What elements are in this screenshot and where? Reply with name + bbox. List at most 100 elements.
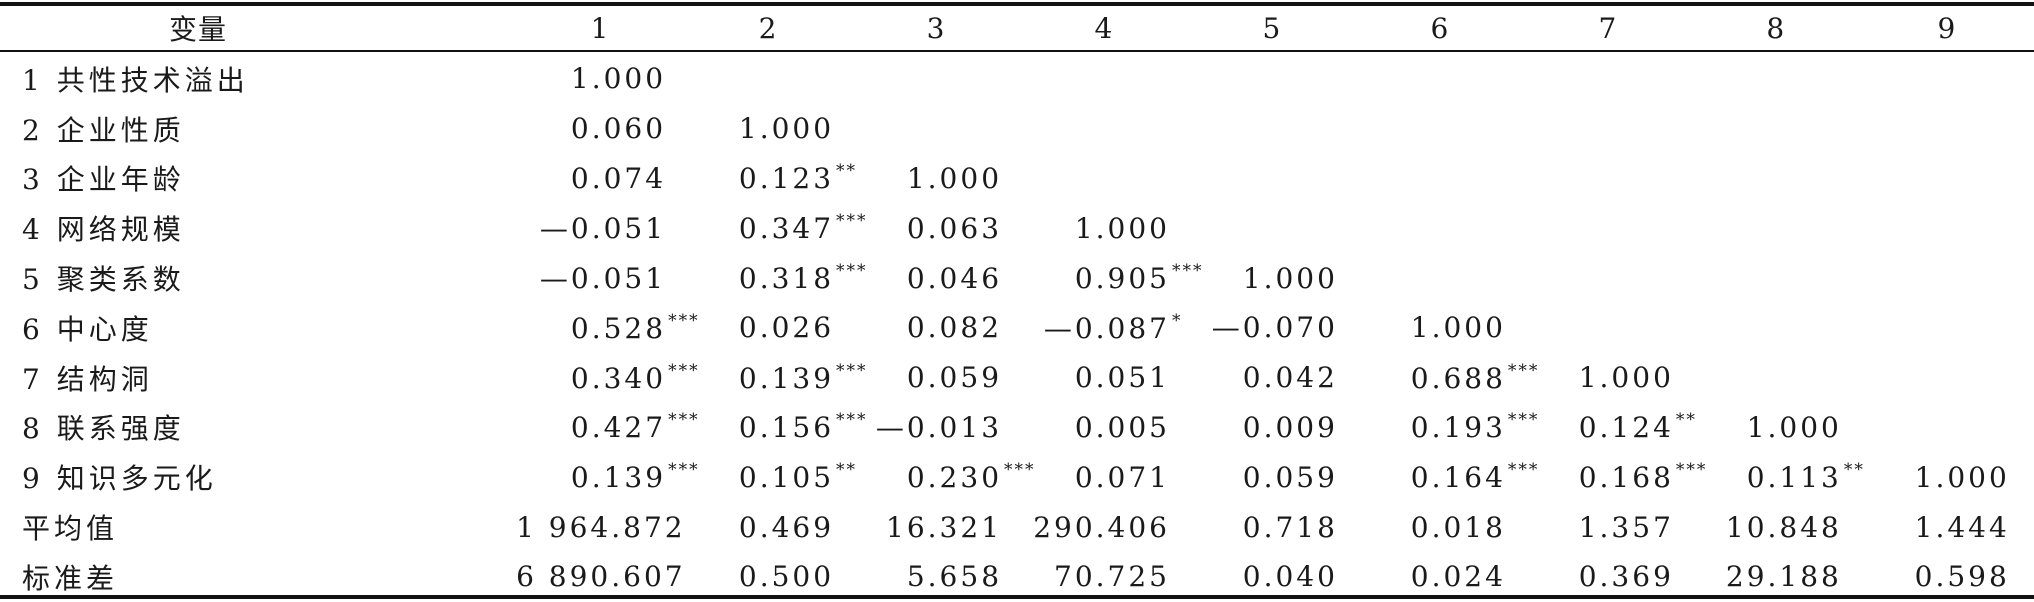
table-cell: 1 964.872: [516, 502, 684, 552]
significance-mark: *: [1171, 310, 1183, 331]
significance-mark: **: [1675, 410, 1697, 431]
table-cell: 1.000: [852, 154, 1020, 204]
cell-value: 0.230: [906, 461, 1003, 495]
table-cell: 0.042: [1188, 353, 1356, 403]
table-row: 8 联系强度 0.427 *** 0.156 *** —0.013 0.005 0.009 0.…: [0, 403, 2034, 453]
cell-value: —0.013: [875, 410, 1003, 444]
cell-value: 0.082: [906, 311, 1003, 345]
table-cell: 0.688 ***: [1356, 353, 1538, 403]
row-label: 9 知识多元化: [22, 462, 217, 496]
cell-value: —0.051: [539, 211, 667, 245]
significance-mark: ***: [836, 211, 868, 232]
cell-value: 0.598: [1914, 560, 2010, 594]
row-label: 1 共性技术溢出: [22, 63, 249, 97]
significance-mark: **: [836, 460, 858, 481]
table-cell: 0.123 **: [684, 154, 855, 204]
cell-value: 0.156: [738, 411, 835, 445]
table-cell: 0.500: [684, 552, 852, 602]
table-cell: [1860, 154, 2034, 204]
significance-mark: **: [836, 161, 858, 182]
table-cell: 16.321: [852, 502, 1020, 552]
table-cell: 0.018: [1356, 502, 1524, 552]
table-cell: 0.063: [852, 203, 1020, 253]
cell-value: 0.528: [570, 311, 667, 345]
table-cell: 0.139 ***: [516, 452, 698, 502]
table-cell: [1860, 303, 2034, 353]
table-cell: 0.340 ***: [516, 353, 698, 403]
cell-value: 1 964.872: [516, 510, 686, 544]
table-cell: 0.105 **: [684, 452, 855, 502]
cell-value: 290.406: [1033, 510, 1170, 544]
table-cell: —0.013: [852, 403, 1020, 453]
cell-value: 0.688: [1410, 361, 1506, 395]
table-cell: [1692, 203, 1860, 253]
table-row: 1 共性技术溢出 1.000: [0, 50, 2034, 104]
table-cell: 5.658: [852, 552, 1020, 602]
cell-value: 0.500: [738, 560, 835, 594]
table-cell: [1524, 50, 1692, 104]
table-row: 2 企业性质 0.060 1.000: [0, 104, 2034, 154]
table-row: 3 企业年龄 0.074 0.123 ** 1.000: [0, 154, 2034, 204]
table-cell: 0.347 ***: [684, 203, 866, 253]
significance-mark: ***: [836, 360, 868, 381]
row-label: 2 企业性质: [22, 113, 185, 147]
row-label: 8 联系强度: [22, 412, 185, 446]
table-cell: 0.046: [852, 253, 1020, 303]
table-cell: [1020, 50, 1188, 104]
significance-mark: ***: [836, 410, 868, 431]
table-cell: 0.139 ***: [684, 353, 866, 403]
cell-value: 0.051: [1074, 361, 1170, 395]
cell-value: 0.123: [738, 162, 835, 196]
table-row: 4 网络规模 —0.051 0.347 *** 0.063 1.000: [0, 203, 2034, 253]
table-cell: 29.188: [1692, 552, 1860, 602]
row-label: 4 网络规模: [22, 213, 185, 247]
table-cell: 290.406: [1020, 502, 1188, 552]
table-cell: 0.040: [1188, 552, 1356, 602]
table-cell: [1860, 104, 2034, 154]
cell-value: 0.347: [738, 212, 835, 246]
cell-value: 0.059: [906, 361, 1003, 395]
cell-value: 1.000: [1242, 261, 1338, 295]
table-cell: 0.059: [852, 353, 1020, 403]
table-cell: 10.848: [1692, 502, 1860, 552]
cell-value: 1.000: [1578, 361, 1674, 395]
cell-value: 1.444: [1914, 510, 2010, 544]
table-cell: [1692, 253, 1860, 303]
row-label: 6 中心度: [22, 312, 153, 346]
table-cell: 0.071: [1020, 452, 1188, 502]
table-cell: [1188, 203, 1356, 253]
table-cell: 1.000: [1524, 353, 1692, 403]
row-label: 5 聚类系数: [22, 263, 185, 297]
cell-value: 1.000: [1746, 410, 1842, 444]
cell-value: 1.000: [738, 112, 835, 146]
top-rule: [0, 2, 2034, 6]
table-cell: 0.168 ***: [1524, 452, 1706, 502]
table-cell: 0.082: [852, 303, 1020, 353]
header-column-1: 1: [590, 11, 610, 45]
table-cell: 0.156 ***: [684, 403, 866, 453]
table-cell: 1.000: [1860, 452, 2034, 502]
table-cell: —0.070: [1188, 303, 1356, 353]
significance-mark: ***: [1675, 460, 1708, 481]
cell-value: 0.024: [1410, 560, 1506, 594]
cell-value: 0.164: [1410, 461, 1506, 495]
significance-mark: ***: [836, 261, 868, 282]
table-cell: 1.000: [1692, 403, 1860, 453]
table-cell: 1.000: [1020, 203, 1188, 253]
cell-value: 0.318: [738, 262, 835, 296]
table-cell: 1.000: [684, 104, 852, 154]
cell-value: 0.009: [1242, 410, 1338, 444]
cell-value: —0.087: [1043, 311, 1170, 345]
table-cell: —0.051: [516, 203, 684, 253]
table-row: 平均值 1 964.872 0.469 16.321 290.406 0.718 0.018…: [0, 502, 2034, 552]
table-cell: 0.074: [516, 154, 684, 204]
cell-value: 0.113: [1746, 461, 1842, 495]
cell-value: 16.321: [886, 510, 1003, 544]
table-cell: [1356, 104, 1524, 154]
cell-value: 0.718: [1242, 510, 1338, 544]
table-cell: 0.164 ***: [1356, 452, 1538, 502]
table-cell: 0.598: [1860, 552, 2034, 602]
cell-value: 1.000: [1410, 311, 1506, 345]
table-cell: 1.357: [1524, 502, 1692, 552]
cell-value: 0.042: [1242, 361, 1338, 395]
